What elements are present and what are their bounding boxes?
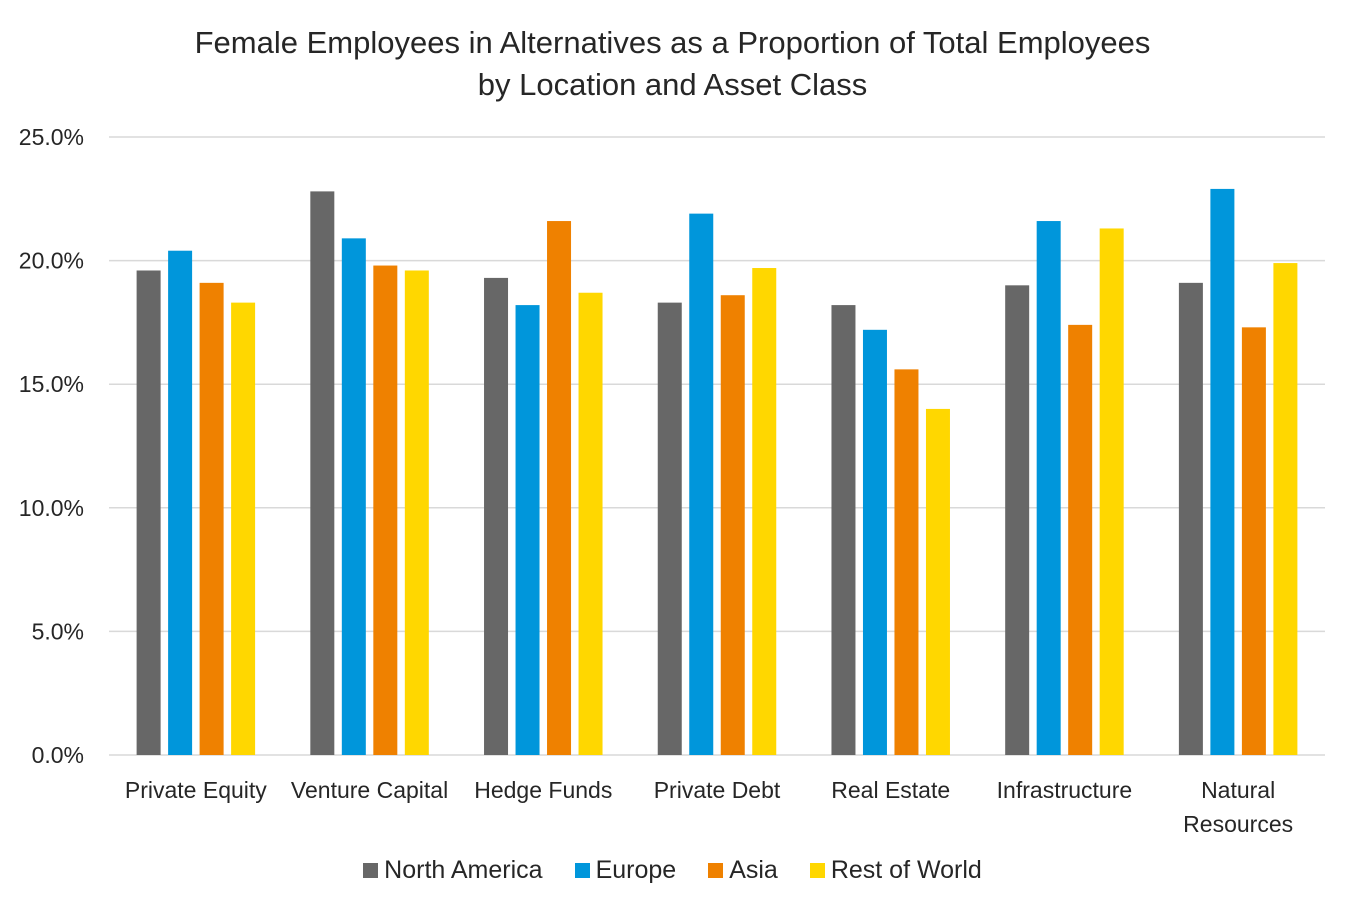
bar-rest-of-world-hedge-funds [578,292,603,755]
chart-title-line-1: Female Employees in Alternatives as a Pr… [194,25,1151,60]
bar-asia-private-equity [199,282,224,755]
chart-title: Female Employees in Alternatives as a Pr… [0,22,1345,106]
legend-label-rest-of-world: Rest of World [830,856,982,884]
y-tick-label: 5.0% [32,618,84,644]
bar-rest-of-world-real-estate [925,408,950,755]
bar-europe-natural-resources [1210,188,1235,756]
bar-asia-venture-capital [373,265,398,755]
bar-north-america-hedge-funds [484,277,509,755]
x-tick-label: Hedge Funds [474,777,612,803]
bar-asia-real-estate [894,369,919,755]
bar-rest-of-world-venture-capital [404,270,429,755]
x-tick-label: Private Equity [125,777,267,803]
legend-item-north-america: North America [363,856,543,885]
x-tick-label: Natural Resources [1183,777,1293,837]
bar-rest-of-world-infrastructure [1099,228,1124,756]
legend-swatch-europe [574,863,590,878]
x-tick-label: Private Debt [654,777,781,803]
bar-europe-hedge-funds [515,305,540,755]
legend-swatch-rest-of-world [809,863,825,878]
bar-europe-private-equity [168,250,193,755]
x-tick-label: Infrastructure [997,777,1133,803]
legend-swatch-asia [708,863,724,878]
bar-north-america-venture-capital [310,191,335,755]
bar-europe-venture-capital [341,238,366,756]
legend-item-asia: Asia [708,856,778,885]
bar-north-america-real-estate [831,305,856,755]
x-tick-label: Venture Capital [291,777,448,803]
y-tick-label: 25.0% [19,124,84,150]
bar-rest-of-world-natural-resources [1273,263,1298,755]
bar-north-america-infrastructure [1005,285,1030,755]
x-tick-label: Real Estate [831,777,950,803]
bar-europe-real-estate [862,329,887,755]
legend-swatch-north-america [363,863,379,878]
legend-item-rest-of-world: Rest of World [809,856,982,885]
bar-north-america-private-debt [657,302,682,755]
y-tick-label: 10.0% [19,495,84,521]
bar-europe-private-debt [689,213,714,755]
bar-europe-infrastructure [1036,221,1061,756]
bar-asia-hedge-funds [547,221,572,756]
legend: North America Europe Asia Rest of World [0,856,1345,885]
bar-north-america-private-equity [136,270,161,755]
bar-rest-of-world-private-debt [752,268,777,755]
legend-label-asia: Asia [729,856,778,884]
bar-rest-of-world-private-equity [231,302,256,755]
bar-asia-natural-resources [1241,327,1266,755]
bar-north-america-natural-resources [1178,282,1203,755]
chart-title-line-2: by Location and Asset Class [477,67,868,102]
legend-label-europe: Europe [595,856,677,884]
legend-label-north-america: North America [384,856,543,884]
bar-asia-private-debt [720,295,745,755]
bar-asia-infrastructure [1068,324,1093,755]
y-tick-label: 15.0% [19,371,84,397]
y-tick-label: 0.0% [32,742,84,768]
y-tick-label: 20.0% [19,248,84,274]
legend-item-europe: Europe [574,856,677,885]
